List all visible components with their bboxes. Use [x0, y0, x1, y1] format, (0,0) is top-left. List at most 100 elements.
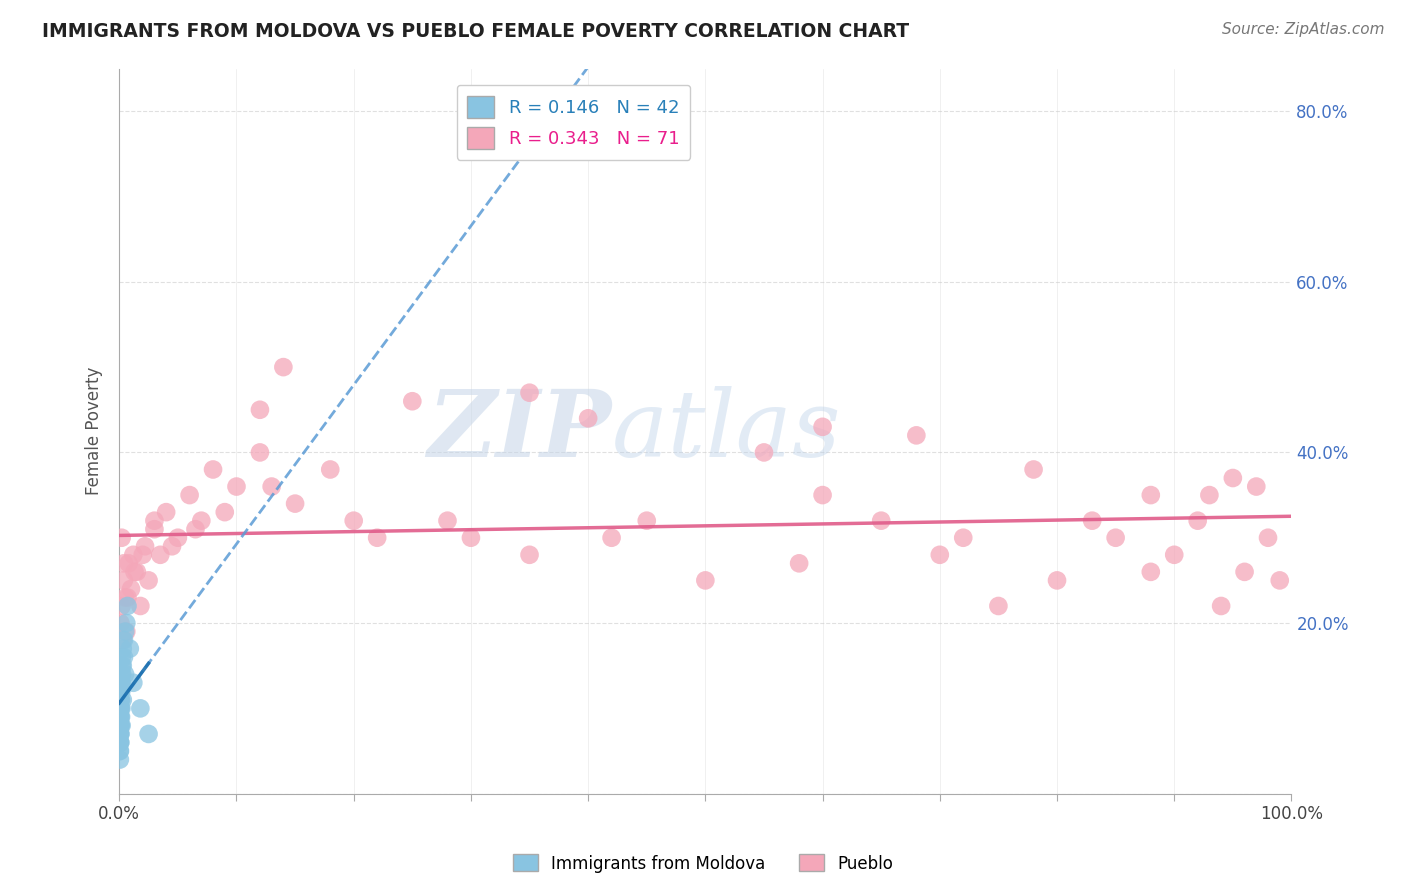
Point — [343, 514, 366, 528]
Point — [111, 693, 134, 707]
Point — [190, 514, 212, 528]
Point — [138, 574, 160, 588]
Point — [1198, 488, 1220, 502]
Point — [110, 599, 132, 613]
Point — [870, 514, 893, 528]
Point — [112, 557, 135, 571]
Text: ZIP: ZIP — [427, 386, 612, 476]
Point — [149, 548, 172, 562]
Point — [1187, 514, 1209, 528]
Point — [110, 718, 132, 732]
Point — [273, 360, 295, 375]
Point — [1268, 574, 1291, 588]
Point — [179, 488, 201, 502]
Point — [110, 667, 132, 681]
Point — [112, 650, 135, 665]
Point — [1257, 531, 1279, 545]
Point — [117, 591, 139, 605]
Point — [110, 675, 132, 690]
Point — [110, 718, 132, 732]
Point — [111, 641, 134, 656]
Point — [225, 479, 247, 493]
Point — [319, 462, 342, 476]
Point — [811, 420, 834, 434]
Point — [366, 531, 388, 545]
Point — [117, 599, 139, 613]
Point — [167, 531, 190, 545]
Point — [110, 693, 132, 707]
Point — [110, 718, 132, 732]
Y-axis label: Female Poverty: Female Poverty — [86, 367, 103, 495]
Point — [928, 548, 950, 562]
Point — [249, 402, 271, 417]
Point — [1139, 565, 1161, 579]
Point — [284, 497, 307, 511]
Point — [110, 727, 132, 741]
Point — [576, 411, 599, 425]
Point — [108, 744, 131, 758]
Point — [122, 675, 145, 690]
Point — [110, 684, 132, 698]
Point — [112, 574, 135, 588]
Point — [1104, 531, 1126, 545]
Point — [134, 539, 156, 553]
Point — [905, 428, 928, 442]
Point — [108, 753, 131, 767]
Point — [695, 574, 717, 588]
Point — [108, 744, 131, 758]
Point — [436, 514, 458, 528]
Point — [110, 710, 132, 724]
Point — [118, 641, 141, 656]
Point — [110, 531, 132, 545]
Point — [125, 565, 148, 579]
Point — [1022, 462, 1045, 476]
Point — [111, 650, 134, 665]
Point — [752, 445, 775, 459]
Point — [108, 727, 131, 741]
Point — [787, 557, 810, 571]
Point — [1163, 548, 1185, 562]
Text: Source: ZipAtlas.com: Source: ZipAtlas.com — [1222, 22, 1385, 37]
Point — [1046, 574, 1069, 588]
Point — [129, 599, 152, 613]
Point — [160, 539, 183, 553]
Point — [143, 522, 166, 536]
Point — [124, 565, 146, 579]
Point — [184, 522, 207, 536]
Point — [111, 667, 134, 681]
Point — [600, 531, 623, 545]
Point — [1081, 514, 1104, 528]
Legend: R = 0.146   N = 42, R = 0.343   N = 71: R = 0.146 N = 42, R = 0.343 N = 71 — [457, 85, 690, 160]
Point — [1139, 488, 1161, 502]
Point — [110, 693, 132, 707]
Point — [202, 462, 225, 476]
Point — [114, 667, 136, 681]
Point — [811, 488, 834, 502]
Point — [115, 624, 138, 639]
Point — [110, 735, 132, 749]
Legend: Immigrants from Moldova, Pueblo: Immigrants from Moldova, Pueblo — [506, 847, 900, 880]
Point — [111, 633, 134, 648]
Point — [1233, 565, 1256, 579]
Point — [112, 633, 135, 648]
Point — [108, 710, 131, 724]
Point — [1211, 599, 1233, 613]
Point — [1222, 471, 1244, 485]
Point — [519, 385, 541, 400]
Point — [115, 615, 138, 630]
Text: IMMIGRANTS FROM MOLDOVA VS PUEBLO FEMALE POVERTY CORRELATION CHART: IMMIGRANTS FROM MOLDOVA VS PUEBLO FEMALE… — [42, 22, 910, 41]
Point — [460, 531, 482, 545]
Point — [108, 701, 131, 715]
Point — [987, 599, 1010, 613]
Text: atlas: atlas — [612, 386, 841, 476]
Point — [143, 514, 166, 528]
Point — [110, 658, 132, 673]
Point — [108, 727, 131, 741]
Point — [260, 479, 283, 493]
Point — [122, 548, 145, 562]
Point — [108, 735, 131, 749]
Point — [114, 624, 136, 639]
Point — [401, 394, 423, 409]
Point — [120, 582, 142, 596]
Point — [110, 701, 132, 715]
